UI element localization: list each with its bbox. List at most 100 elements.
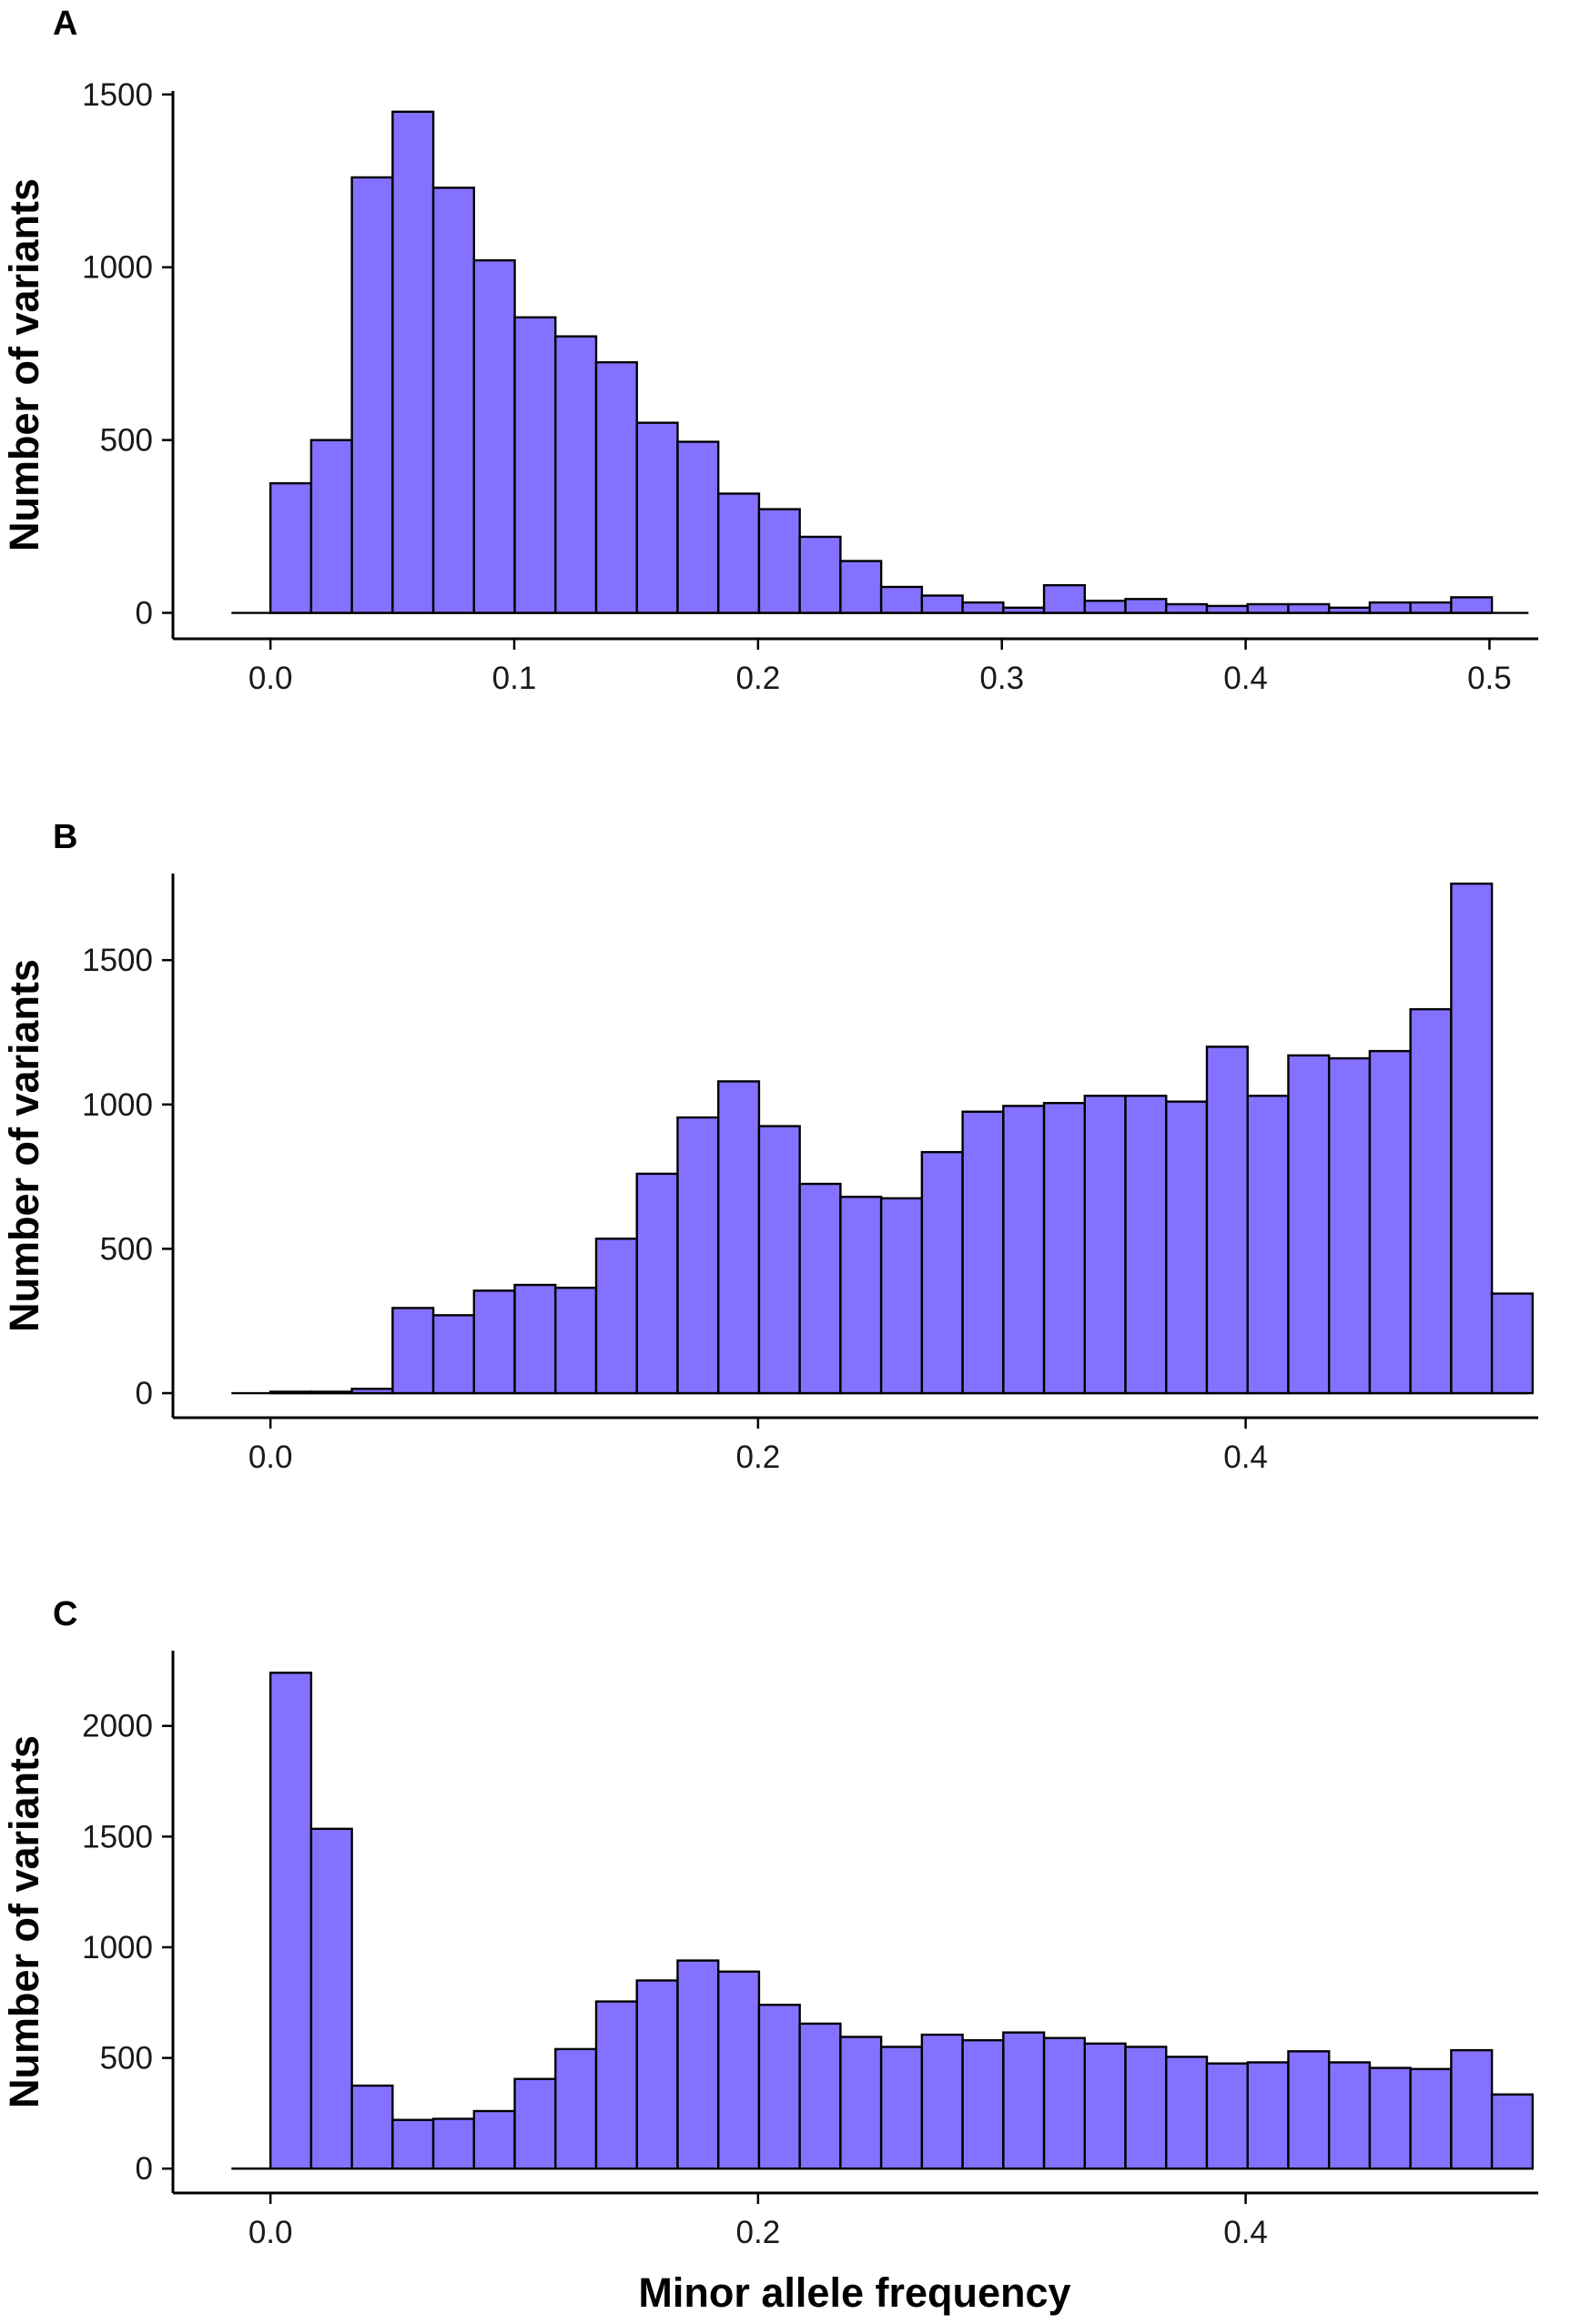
panel-b-letter: B [53,818,77,856]
panel-c-letter: C [53,1595,77,1633]
panel-a-bar-6 [513,316,557,614]
panel-b-bar-13 [798,1182,842,1395]
panel-c: C 0 500 1000 1500 2000 0.0 0.2 0.4 Number of var… [1,1595,1538,2316]
panel-c-bar-25 [1287,2050,1331,2170]
panel-c-bar-24 [1246,2061,1290,2170]
panel-b-xtick-label-0: 0.0 [248,1440,293,1475]
panel-a-xtick-label-1: 0.1 [492,661,537,696]
panel-a-xtick-label-0: 0.0 [248,661,293,696]
panel-b-bar-4 [431,1314,476,1395]
panel-c-ytick-label-0: 0 [136,2151,153,2187]
panel-a-bar-29 [1450,596,1494,614]
panel-a-bar-20 [1083,600,1127,614]
panel-a-bar-18 [1002,606,1046,614]
panel-a-bar-11 [716,492,761,614]
panel-a-bar-22 [1165,602,1209,614]
panel-a-xtick-label-2: 0.2 [736,661,781,696]
panel-c-bar-2 [350,2084,394,2170]
panel-c-ytick-label-1: 500 [100,2041,153,2076]
panel-b-bar-28 [1409,1007,1453,1395]
panel-c-xlabel: Minor allele frequency [638,2269,1070,2316]
panel-c-xtick-label-1: 0.2 [736,2215,781,2250]
panel-a-ytick-label-0: 0 [136,596,153,632]
panel-c-ytick-label-2: 1000 [82,1930,153,1965]
panel-c-bar-29 [1450,2048,1494,2170]
panel-c-bar-4 [431,2117,476,2170]
panel-a-letter: A [53,5,77,43]
panel-a-bar-0 [269,481,313,614]
panel-a-ytick-label-2: 1000 [82,250,153,286]
panel-c-bar-18 [1002,2031,1046,2170]
panel-c-bar-15 [879,2046,924,2170]
panel-a-bar-1 [309,439,353,614]
panel-a-bar-4 [431,187,476,614]
panel-b-bar-22 [1165,1100,1209,1395]
panel-a-ylabel: Number of variants [1,178,47,551]
panel-c-bar-7 [554,2047,598,2170]
panel-c-bar-23 [1205,2062,1249,2170]
panel-b-bar-3 [391,1307,435,1395]
panel-a-bar-5 [472,258,516,614]
panel-c-bar-20 [1083,2042,1127,2170]
panel-a-bar-9 [635,421,679,614]
panel-c-xtick-label-2: 0.4 [1223,2215,1268,2250]
panel-c-bar-13 [798,2022,842,2170]
panel-a-bar-24 [1246,602,1290,614]
panel-a-ytick-label-3: 1500 [82,77,153,113]
panel-b-ytick-label-2: 1000 [82,1087,153,1123]
panel-c-bar-12 [757,2004,801,2170]
panel-b-bar-6 [513,1283,557,1395]
panel-a-bar-17 [961,601,1005,614]
panel-b-bar-7 [554,1287,598,1395]
panel-b-bar-0 [269,1390,313,1395]
panel-c-bar-22 [1165,2056,1209,2170]
panel-c-ytick-label-3: 1500 [82,1819,153,1854]
panel-a-bar-13 [798,535,842,614]
panel-c-bar-14 [839,2036,883,2170]
panel-a-bar-7 [554,335,598,614]
panel-b-bar-29 [1450,882,1494,1395]
panel-c-bar-26 [1327,2061,1372,2170]
panel-a-bar-25 [1287,602,1331,614]
panel-a-bar-8 [594,360,638,614]
panel-a-bar-26 [1327,606,1372,614]
panel-b-bar-26 [1327,1056,1372,1395]
panel-c-bar-8 [594,2000,638,2170]
panel-a-xtick-label-4: 0.4 [1223,661,1268,696]
panel-b-bar-11 [716,1080,761,1395]
panel-b-bar-19 [1042,1102,1086,1395]
panel-a-bar-16 [920,594,964,614]
panel-c-bar-3 [391,2118,435,2170]
panel-a-bar-19 [1042,583,1086,614]
panel-a-bar-23 [1205,604,1249,614]
panel-c-bar-30 [1490,2093,1535,2170]
panel-b-bar-21 [1124,1095,1168,1395]
panel-a-bar-12 [757,508,801,614]
panel-c-bar-0 [269,1672,313,2170]
panel-a-bar-10 [676,440,720,614]
panel-c-ylabel: Number of variants [1,1735,47,2108]
panel-c-bar-9 [635,1979,679,2170]
panel-b-bar-15 [879,1197,924,1395]
panel-b-bar-5 [472,1289,516,1395]
panel-c-bar-1 [309,1827,353,2170]
panel-a-bar-3 [391,110,435,614]
panel-c-bar-5 [472,2109,516,2170]
panel-c-bar-16 [920,2033,964,2170]
panel-b-xtick-label-2: 0.4 [1223,1440,1268,1475]
panel-b: B 0 500 1000 1500 0.0 0.2 0.4 Number of variant… [1,818,1538,1475]
panel-a-xtick-label-3: 0.3 [979,661,1024,696]
panel-b-bar-9 [635,1172,679,1395]
panel-c-bar-6 [513,2077,557,2170]
panel-b-bar-8 [594,1238,638,1395]
panel-a-bar-15 [879,585,924,614]
panel-c-xtick-label-0: 0.0 [248,2215,293,2250]
panel-b-bar-17 [961,1110,1005,1395]
panel-c-bar-19 [1042,2036,1086,2170]
panel-b-bar-18 [1002,1105,1046,1395]
panel-b-ytick-label-0: 0 [136,1376,153,1411]
panel-a-bar-28 [1409,601,1453,614]
panel-b-bar-10 [676,1116,720,1395]
panel-a-bar-21 [1124,598,1168,614]
